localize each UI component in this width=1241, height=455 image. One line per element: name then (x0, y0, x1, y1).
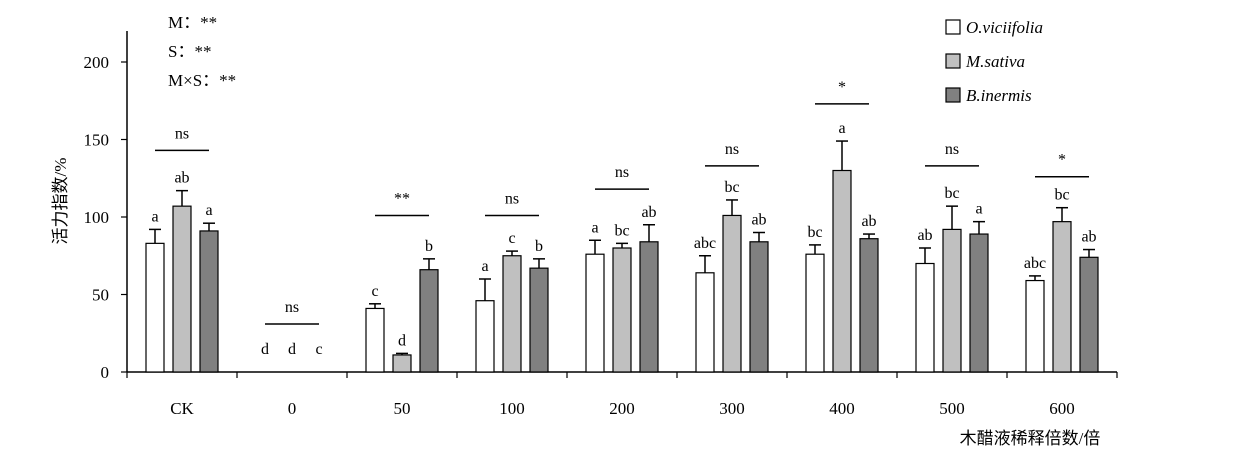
y-tick-label: 0 (101, 363, 110, 382)
bars (145, 140, 1099, 373)
bar (365, 307, 385, 373)
group-significance-label: ns (175, 125, 189, 142)
x-tick-label: 100 (499, 399, 525, 418)
bar (722, 214, 742, 373)
bar (805, 253, 825, 373)
x-tick-label: 500 (939, 399, 965, 418)
bar (585, 253, 605, 373)
letter-label: abc (694, 235, 716, 252)
letter-label: bc (807, 224, 822, 241)
x-tick-label: 0 (288, 399, 297, 418)
letter-label: ab (641, 204, 656, 221)
letter-label: a (205, 202, 212, 219)
letter-label: d (288, 341, 296, 358)
letter-label: abc (1024, 255, 1046, 272)
y-tick-label: 100 (84, 208, 110, 227)
x-tick-label: 200 (609, 399, 635, 418)
letter-label: a (481, 258, 488, 275)
bar (199, 230, 219, 373)
bar (695, 272, 715, 373)
legend-label: M.sativa (965, 52, 1025, 71)
bar (1079, 256, 1099, 373)
letter-label: c (371, 283, 378, 300)
group-significance-label: * (838, 79, 846, 96)
anova-label: M×S：** (168, 71, 236, 90)
x-tick-label: 50 (394, 399, 411, 418)
y-axis-label: 活力指数/% (51, 158, 70, 245)
bar (419, 269, 439, 373)
letter-label: b (425, 238, 433, 255)
letter-label: bc (614, 222, 629, 239)
bar (392, 354, 412, 373)
y-tick-label: 50 (92, 286, 109, 305)
x-axis-label: 木醋液稀释倍数/倍 (960, 429, 1101, 448)
bar (942, 228, 962, 373)
y-tick-label: 200 (84, 53, 110, 72)
group-significance-label: ns (725, 141, 739, 158)
bar (172, 205, 192, 373)
letter-label: b (535, 238, 543, 255)
letter-label: a (151, 208, 158, 225)
legend-swatch (945, 19, 961, 35)
bar (639, 241, 659, 373)
bar (915, 262, 935, 373)
letter-label: c (508, 230, 515, 247)
x-tick-label: 300 (719, 399, 745, 418)
letter-label: ab (751, 212, 766, 229)
x-tick-label: 400 (829, 399, 855, 418)
group-significance-label: ns (285, 299, 299, 316)
letter-label: ab (174, 170, 189, 187)
letter-label: a (975, 201, 982, 218)
letter-label: bc (944, 185, 959, 202)
letter-label: a (591, 219, 598, 236)
bar (529, 267, 549, 373)
letter-label: bc (724, 179, 739, 196)
group-significance-label: ns (945, 141, 959, 158)
legend-swatch (945, 53, 961, 69)
group-significance-label: ns (505, 190, 519, 207)
bar (1025, 279, 1045, 373)
letter-label: d (261, 341, 269, 358)
anova-label: M：** (168, 13, 217, 32)
letter-label: ab (1081, 229, 1096, 246)
y-tick-label: 150 (84, 131, 110, 150)
bar (749, 241, 769, 373)
legend-label: O.viciifolia (966, 18, 1043, 37)
axes: 0 50 100 150 200 CK 0 50 100 200 300 400 500 600 (84, 31, 1118, 418)
group-significance-label: * (1058, 152, 1066, 169)
bar (1052, 221, 1072, 373)
bar (832, 169, 852, 373)
group-significance-label: ns (615, 164, 629, 181)
bar (969, 233, 989, 373)
anova-label: S：** (168, 42, 211, 61)
letter-label: ab (917, 227, 932, 244)
bar (859, 238, 879, 373)
legend-swatch (945, 87, 961, 103)
legend: O.viciifolia M.sativa B.inermis (945, 18, 1043, 105)
letter-label: ab (861, 213, 876, 230)
group-significance-label: ** (394, 190, 410, 207)
bar (145, 242, 165, 373)
bar (612, 247, 632, 373)
letter-label: c (315, 341, 322, 358)
x-tick-label: CK (170, 399, 194, 418)
legend-label: B.inermis (966, 86, 1032, 105)
bar (502, 255, 522, 373)
letter-label: bc (1054, 187, 1069, 204)
letter-label: a (838, 120, 845, 137)
letter-label: d (398, 332, 406, 349)
x-tick-label: 600 (1049, 399, 1075, 418)
bar (475, 300, 495, 373)
